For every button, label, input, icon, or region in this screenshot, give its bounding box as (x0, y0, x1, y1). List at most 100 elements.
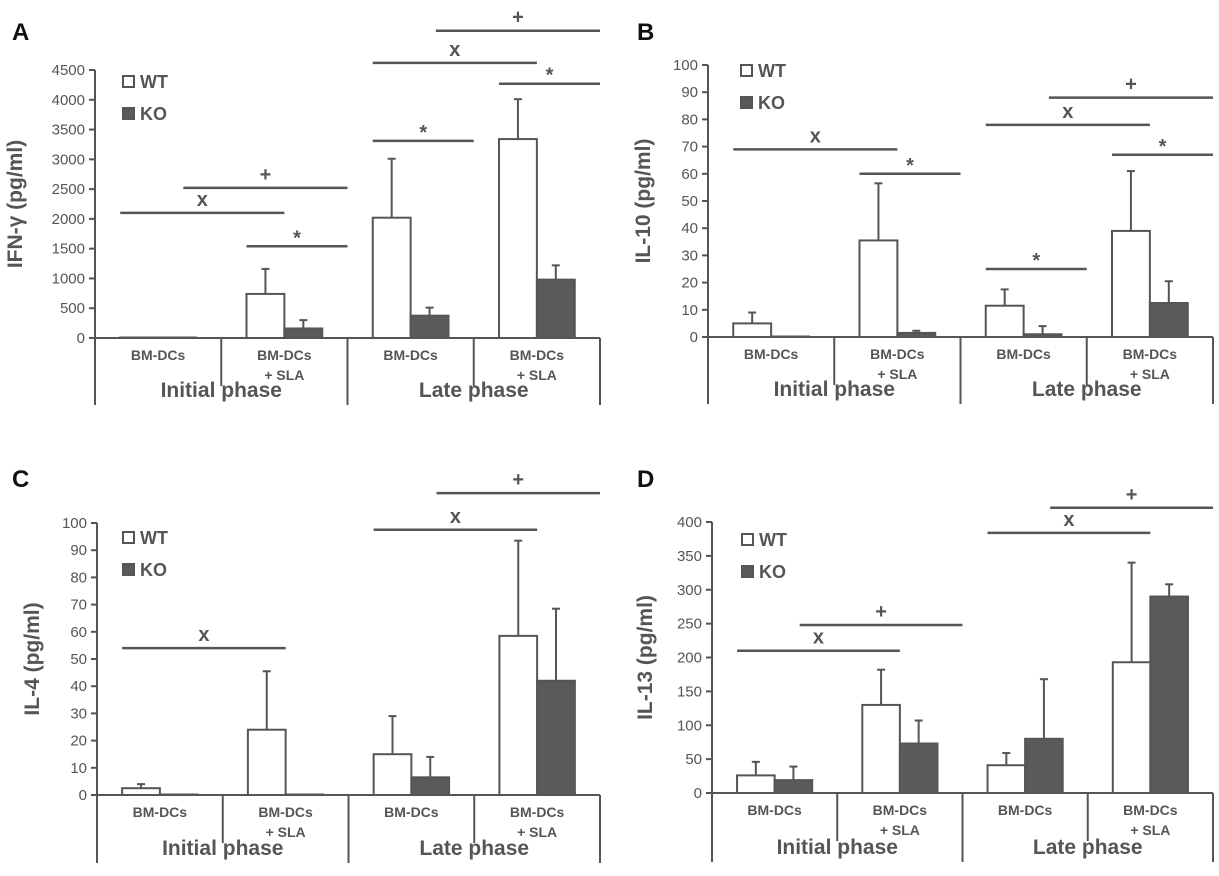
bar-ko (157, 336, 197, 339)
significance-mark: x (449, 39, 460, 61)
significance-mark: + (512, 7, 524, 29)
y-tick-label: 70 (70, 597, 87, 614)
significance-mark: * (419, 122, 427, 144)
legend-swatch-wt (741, 533, 754, 546)
x-group-label: Initial phase (777, 836, 898, 859)
bar-wt (984, 304, 1025, 339)
x-category-label: BM-DCs (257, 347, 312, 363)
bar-wt (245, 292, 286, 340)
y-tick-label: 350 (677, 548, 702, 565)
y-tick-label: 40 (681, 220, 698, 237)
bar-wt (498, 138, 538, 339)
significance-mark: + (1126, 484, 1138, 506)
y-tick-label: 1500 (52, 241, 85, 258)
bar-wt (1111, 661, 1152, 794)
legend-label-ko: KO (140, 104, 167, 124)
x-category-label: BM-DCs (998, 802, 1053, 818)
y-tick-label: 50 (685, 751, 702, 768)
y-tick-label: 100 (62, 515, 87, 532)
y-tick-label: 10 (681, 302, 698, 319)
y-tick-label: 4000 (52, 92, 85, 109)
legend-label-wt: WT (759, 530, 787, 550)
y-tick-label: 50 (681, 193, 698, 210)
significance-mark: x (1063, 509, 1074, 531)
significance-mark: + (1125, 74, 1137, 96)
y-tick-label: 80 (70, 569, 87, 586)
bar-ko (1148, 302, 1189, 338)
y-tick-label: 20 (70, 733, 87, 750)
y-tick-label: 80 (681, 111, 698, 128)
y-tick-label: 0 (77, 330, 85, 347)
y-tick-label: 100 (677, 717, 702, 734)
y-tick-label: 10 (70, 760, 87, 777)
x-category-label: BM-DCs (383, 347, 438, 363)
x-category-label: BM-DCs (510, 347, 565, 363)
x-category-sublabel: + SLA (1130, 822, 1170, 838)
bar-ko (283, 327, 324, 339)
significance-mark: x (810, 125, 821, 147)
x-category-sublabel: + SLA (264, 367, 304, 383)
legend-label-wt: WT (758, 61, 786, 81)
x-group-label: Late phase (419, 837, 529, 860)
bar-wt (732, 322, 773, 338)
x-category-label: BM-DCs (744, 346, 799, 362)
bar-ko (898, 742, 939, 794)
x-category-label: BM-DCs (1123, 346, 1178, 362)
y-axis-title: IL-13 (pg/ml) (634, 595, 657, 720)
bar-wt (372, 753, 413, 797)
x-category-sublabel: + SLA (517, 367, 557, 383)
legend-swatch-wt (740, 64, 753, 77)
significance-mark: * (1032, 250, 1040, 272)
y-tick-label: 30 (70, 705, 87, 722)
panel-letter-a: A (12, 19, 29, 46)
y-tick-label: 2000 (52, 211, 85, 228)
y-tick-label: 90 (70, 542, 87, 559)
x-category-label: BM-DCs (1123, 802, 1178, 818)
bar-ko (158, 793, 199, 796)
x-group-label: Initial phase (774, 378, 895, 401)
y-tick-label: 70 (681, 139, 698, 156)
legend-swatch-ko (122, 107, 135, 120)
legend-label-wt: WT (140, 72, 168, 92)
significance-mark: x (813, 627, 824, 649)
x-group-label: Initial phase (161, 379, 282, 402)
y-tick-label: 20 (681, 275, 698, 292)
x-category-sublabel: + SLA (877, 366, 917, 382)
x-group-label: Late phase (419, 379, 529, 402)
panel-b: B 0 10 20 30 40 50 60 70 80 90 100 IL-10 (pg/ml) BM-D… (632, 19, 1214, 404)
significance-mark: x (450, 506, 461, 528)
significance-mark: + (875, 601, 887, 623)
significance-mark: * (293, 227, 301, 249)
legend-swatch-ko (741, 565, 754, 578)
bar-wt (246, 728, 287, 796)
legend-label-wt: WT (140, 528, 168, 548)
legend-label-ko: KO (140, 560, 167, 580)
y-tick-label: 400 (677, 514, 702, 531)
y-tick-label: 0 (79, 787, 87, 804)
y-tick-label: 150 (677, 683, 702, 700)
y-tick-label: 2500 (52, 181, 85, 198)
significance-mark: * (1159, 136, 1167, 158)
panel-a: A 0 500 1000 1500 2000 2500 3000 3500 4000 4500 IFN… (4, 7, 601, 405)
bar-wt (498, 634, 539, 796)
y-tick-label: 300 (677, 582, 702, 599)
y-tick-label: 250 (677, 616, 702, 633)
y-tick-label: 0 (690, 329, 698, 346)
bar-ko (1149, 595, 1189, 795)
y-tick-label: 40 (70, 678, 87, 695)
legend-label-ko: KO (759, 562, 786, 582)
significance-mark: x (198, 624, 209, 646)
legend-swatch-ko (740, 96, 753, 109)
y-tick-label: 0 (694, 785, 702, 802)
significance-mark: + (260, 164, 272, 186)
x-category-sublabel: + SLA (517, 824, 557, 840)
bar-wt (986, 764, 1027, 794)
x-group-label: Initial phase (162, 837, 283, 860)
bar-wt (858, 239, 899, 338)
x-category-label: BM-DCs (133, 804, 188, 820)
bar-ko (409, 314, 450, 339)
panel-letter-c: C (12, 466, 29, 493)
bar-ko (770, 335, 810, 338)
x-category-sublabel: + SLA (1130, 366, 1170, 382)
